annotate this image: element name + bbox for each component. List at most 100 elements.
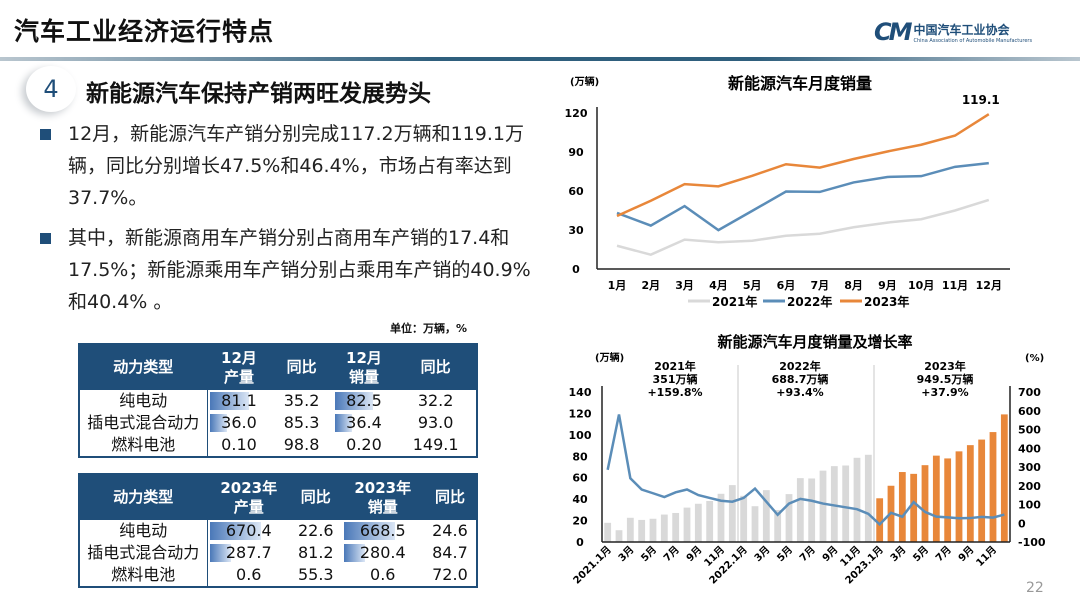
sales-bar: [717, 493, 725, 542]
column-header: 12月 产量: [207, 344, 271, 390]
year-annotation: 688.7万辆: [772, 372, 829, 386]
value-cell: 85.3: [283, 413, 320, 432]
x-tick-label: 6月: [777, 279, 796, 292]
power-type-cell: 插电式混合动力: [79, 412, 208, 434]
table-row: 燃料电池 0.6 55.3 0.6 72.0: [79, 564, 477, 587]
december-table: 动力类型 12月 产量 同比 12月 销量 同比 纯电动 81.1 35.2 82.5 32.2 插电式…: [78, 343, 478, 458]
value-cell: 35.2: [283, 391, 320, 410]
bullet-2: 其中，新能源商用车产销分别占商用车产销的17.4和17.5%；新能源乘用车产销分…: [40, 222, 540, 318]
sales-bar: [853, 457, 861, 542]
data-bar: [209, 392, 249, 410]
legend-label: 2021年: [712, 294, 757, 309]
x-tick-label: 5月: [911, 544, 931, 564]
sales-bar: [966, 445, 974, 542]
series-line-2022年: [616, 161, 989, 232]
annual-table: 动力类型 2023年 产量 同比 2023年 销量 同比 纯电动 670.4 22.6 668.5 2…: [78, 473, 478, 588]
value-cell: 93.0: [417, 413, 454, 432]
sales-bar: [638, 519, 646, 542]
monthly-sales-growth-chart: 新能源汽车月度销量及增长率 (万辆) (%) 0 20 40 60 80 100 120 140 -1…: [569, 333, 1046, 587]
growth-rate-line: [606, 414, 1005, 527]
sales-bar: [830, 466, 838, 542]
sales-bar: [649, 518, 657, 542]
value-cell: 0.6: [343, 565, 396, 584]
x-tick-label: 2021.1月: [571, 544, 614, 587]
table-row: 插电式混合动力 287.7 81.2 280.4 84.7: [79, 542, 477, 564]
left-tick-label: 120: [569, 407, 592, 420]
value-cell: 55.3: [297, 565, 334, 584]
value-cell: 22.6: [297, 521, 334, 540]
monthly-sales-line-chart: 新能源汽车月度销量 (万辆) 0 30 60 90 120 1月 2月 3月 4月 5月 6月 7月 8月 9…: [565, 74, 1010, 309]
right-tick-label: 700: [1018, 386, 1041, 399]
sales-bar: [728, 485, 736, 542]
power-type-cell: 纯电动: [79, 520, 208, 542]
column-header: 2023年 产量: [207, 474, 290, 520]
column-header: 同比: [395, 344, 477, 390]
left-axis-unit: (万辆): [595, 351, 624, 364]
value-cell: 32.2: [417, 391, 454, 410]
x-tick-label: 3月: [752, 544, 772, 564]
section-number: 4: [26, 66, 76, 112]
data-bar: [209, 544, 232, 562]
x-tick-label: 3月: [888, 544, 908, 564]
power-type-cell: 燃料电池: [79, 564, 208, 587]
sales-bar: [842, 465, 850, 542]
logo-en: China Association of Automobile Manufact…: [913, 37, 1033, 44]
data-label: 119.1: [962, 93, 1000, 107]
series-line-2021年: [616, 198, 990, 257]
value-cell: 287.7: [207, 542, 290, 564]
page-number: 22: [1026, 580, 1044, 596]
x-tick-label: 5月: [743, 279, 762, 292]
sales-bar: [808, 478, 816, 542]
y-tick-label: 120: [565, 107, 588, 120]
left-tick-label: 40: [572, 493, 588, 506]
sales-bar: [626, 517, 634, 542]
sales-bar: [694, 503, 702, 542]
value-cell: 81.1: [207, 390, 270, 412]
sales-bar: [864, 454, 872, 542]
sales-bar: [921, 465, 929, 542]
table-row: 纯电动 81.1 35.2 82.5 32.2: [79, 390, 477, 412]
year-annotation: 2022年: [779, 359, 821, 373]
unit-note: 单位：万辆，%: [390, 322, 468, 335]
x-tick-label: 7月: [933, 544, 953, 564]
series-line-2023年: [616, 113, 990, 218]
right-tick-label: -100: [1018, 536, 1046, 549]
bullet-square-icon: [40, 129, 51, 140]
value-cell: 36.0: [207, 412, 270, 434]
value-cell: 82.5: [333, 390, 396, 412]
sales-bar: [660, 514, 668, 542]
legend-label: 2022年: [787, 294, 832, 309]
value-cell: 670.4: [207, 520, 290, 542]
logo-cn: 中国汽车工业协会: [913, 22, 1010, 37]
value-cell: 149.1: [412, 435, 459, 454]
x-tick-label: 7月: [810, 279, 829, 292]
x-tick-label: 4月: [709, 279, 728, 292]
year-annotation: +159.8%: [647, 386, 702, 399]
right-tick-label: 400: [1018, 442, 1041, 455]
x-tick-label: 3月: [675, 279, 694, 292]
data-bar: [343, 522, 395, 540]
sales-bar: [604, 522, 612, 542]
year-annotation: +93.4%: [776, 386, 823, 399]
logo-mark: CM: [874, 18, 912, 46]
sales-bar: [1000, 414, 1008, 542]
x-tick-label: 1月: [608, 279, 627, 292]
bullet-square-icon: [40, 233, 51, 244]
right-tick-label: 0: [1018, 517, 1026, 530]
x-tick-label: 3月: [616, 544, 636, 564]
column-header: 同比: [270, 344, 333, 390]
chart-title: 新能源汽车月度销量及增长率: [717, 333, 912, 351]
column-header: 2023年 销量: [341, 474, 424, 520]
value-cell: 98.8: [283, 435, 320, 454]
data-bar: [334, 414, 352, 432]
power-type-cell: 纯电动: [79, 390, 208, 412]
value-cell: 36.4: [333, 412, 396, 434]
year-annotation: +37.9%: [921, 386, 968, 399]
sales-bar: [944, 458, 952, 542]
slide-title: 汽车工业经济运行特点: [14, 17, 275, 46]
year-annotation: 2023年: [924, 359, 966, 373]
data-bar: [209, 414, 227, 432]
data-bar: [343, 544, 366, 562]
left-tick-label: 140: [569, 386, 592, 399]
value-cell: 280.4: [342, 542, 424, 564]
